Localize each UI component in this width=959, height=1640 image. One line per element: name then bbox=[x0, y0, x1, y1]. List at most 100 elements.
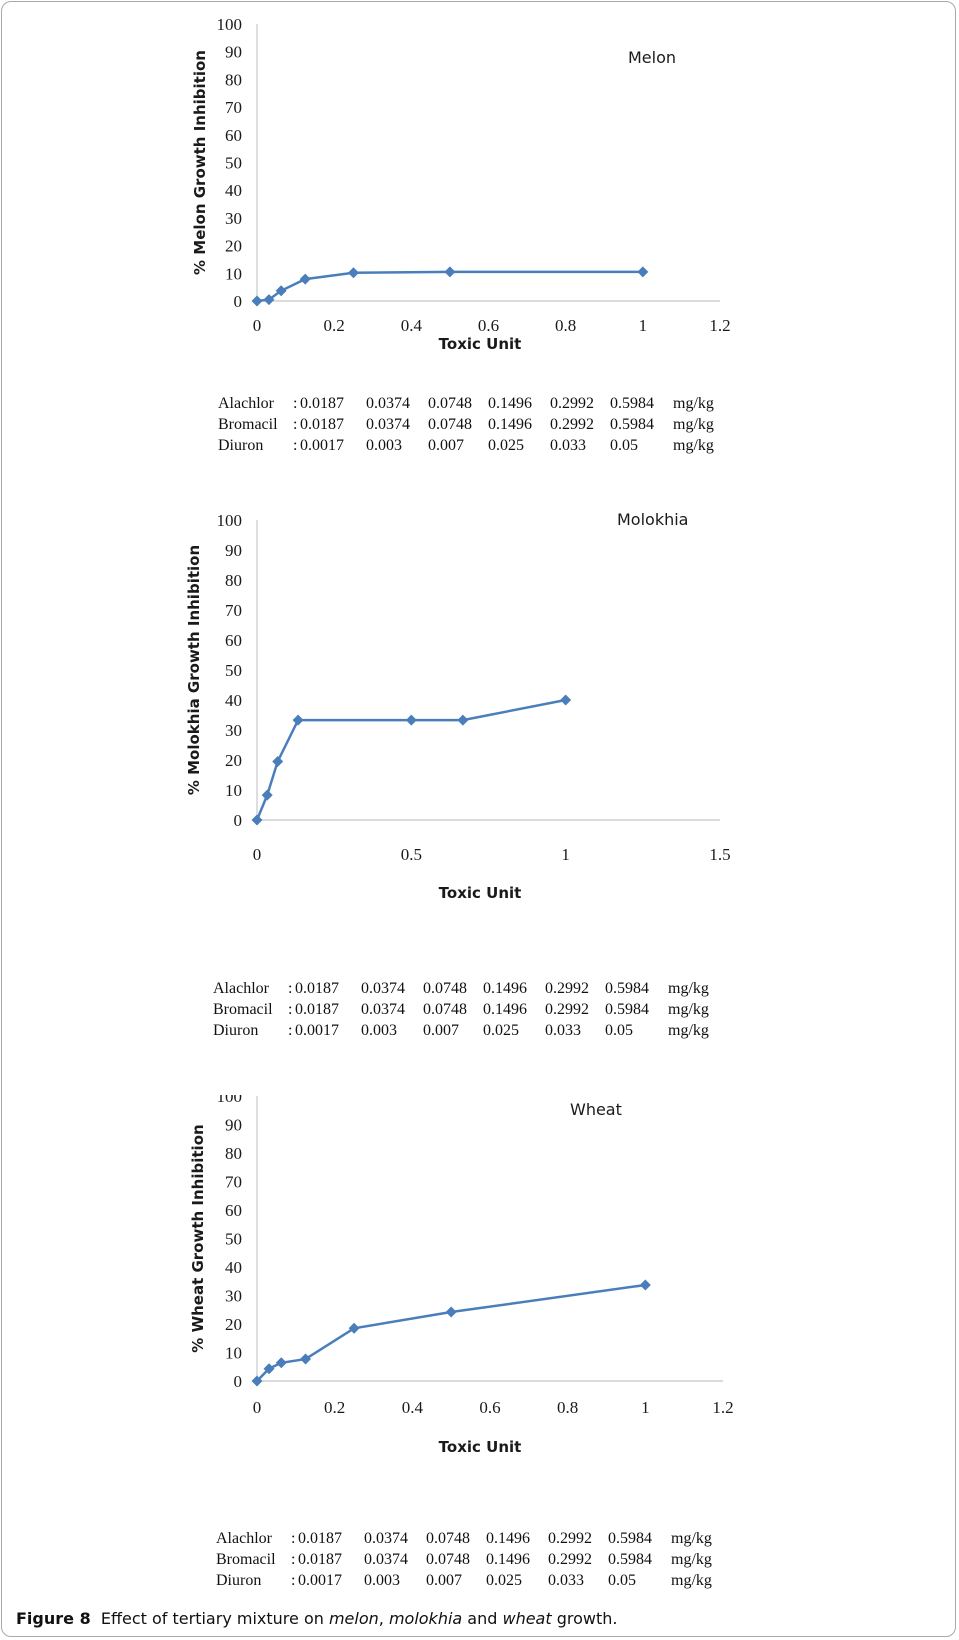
x-tick-label: 1.5 bbox=[709, 845, 730, 864]
dose-value: 0.0374 bbox=[366, 416, 410, 433]
y-tick-label: 100 bbox=[217, 511, 243, 530]
x-tick-label: 0.2 bbox=[324, 1398, 345, 1417]
dose-value: 0.0374 bbox=[366, 395, 410, 412]
wheat-chart: 0 10 20 30 40 50 60 70 80 90 100 0 0.2 0.4 0.6 0.8 1 1.2 T… bbox=[189, 1095, 734, 1456]
data-point bbox=[299, 273, 311, 285]
molokhia-chart: 0 10 20 30 40 50 60 70 80 90 100 0 0.5 1 1.5 Toxic Unit… bbox=[185, 510, 731, 902]
x-tick-label: 1 bbox=[641, 1398, 650, 1417]
y-tick-label: 80 bbox=[225, 1144, 242, 1163]
data-point bbox=[263, 1363, 275, 1375]
dose-value: 0.0187 bbox=[300, 416, 344, 433]
x-tick-label: 0 bbox=[253, 1398, 262, 1417]
dose-value: 0.0748 bbox=[428, 416, 472, 433]
y-axis-label: % Wheat Growth Inhibition bbox=[189, 1124, 207, 1352]
x-tick-label: 0.8 bbox=[555, 316, 576, 335]
caption-wheat: wheat bbox=[502, 1609, 552, 1628]
dose-value: 0.5984 bbox=[605, 1001, 649, 1018]
dose-value: 0.1496 bbox=[483, 980, 527, 997]
unit-label: mg/kg bbox=[673, 437, 714, 454]
caption-molokhia: molokhia bbox=[388, 1609, 463, 1628]
dose-value: 0.007 bbox=[428, 437, 464, 454]
y-tick-label: 10 bbox=[225, 1344, 242, 1363]
data-point bbox=[348, 1322, 360, 1334]
dose-value: 0.003 bbox=[366, 437, 402, 454]
chart-title: Molokhia bbox=[617, 510, 688, 529]
y-tick-label: 80 bbox=[225, 571, 242, 590]
data-point bbox=[263, 294, 275, 306]
y-tick-label: 70 bbox=[225, 98, 242, 117]
dose-value: 0.2992 bbox=[550, 395, 594, 412]
dose-row: Diuron:0.0017 0.003 0.007 0.025 0.033 0.05 mg/… bbox=[213, 1020, 953, 1041]
caption-label: Figure 8 bbox=[16, 1609, 91, 1628]
y-tick-label: 40 bbox=[225, 691, 242, 710]
y-tick-label: 30 bbox=[225, 721, 242, 740]
dose-value: 0.0374 bbox=[361, 980, 405, 997]
dose-value: 0.2992 bbox=[545, 1001, 589, 1018]
x-tick-label: 0 bbox=[253, 845, 262, 864]
separator: : bbox=[293, 395, 298, 412]
dose-value: 0.0017 bbox=[295, 1022, 339, 1039]
dose-value: 0.003 bbox=[361, 1022, 397, 1039]
dose-value: 0.0017 bbox=[300, 437, 344, 454]
dose-value: 0.1496 bbox=[486, 1551, 530, 1568]
y-tick-label: 70 bbox=[225, 601, 242, 620]
x-axis-label: Toxic Unit bbox=[439, 1438, 522, 1456]
separator: : bbox=[291, 1530, 296, 1547]
dose-value: 0.025 bbox=[486, 1572, 522, 1589]
y-tick-label: 80 bbox=[225, 70, 242, 89]
dose-value: 0.0187 bbox=[300, 395, 344, 412]
data-point bbox=[300, 1353, 312, 1365]
unit-label: mg/kg bbox=[673, 416, 714, 433]
dose-value: 0.1496 bbox=[488, 395, 532, 412]
y-tick-label: 70 bbox=[225, 1173, 242, 1192]
melon-chart: 0 10 20 30 40 50 60 70 80 90 100 0 0.2 0.4 0.6 0.8 1 1.2 T… bbox=[191, 15, 731, 353]
compound-name: Alachlor bbox=[218, 395, 274, 412]
dose-row: Alachlor:0.0187 0.0374 0.0748 0.1496 0.2992 0… bbox=[218, 393, 958, 414]
compound-name: Alachlor bbox=[213, 980, 269, 997]
dose-value: 0.0374 bbox=[364, 1530, 408, 1547]
dose-row: Diuron:0.0017 0.003 0.007 0.025 0.033 0.05 mg/… bbox=[216, 1570, 956, 1591]
compound-name: Bromacil bbox=[216, 1551, 276, 1568]
molokhia-dose-table: Alachlor:0.0187 0.0374 0.0748 0.1496 0.2992 0… bbox=[213, 978, 953, 1041]
data-point bbox=[347, 267, 359, 279]
separator: : bbox=[291, 1572, 296, 1589]
dose-value: 0.0374 bbox=[361, 1001, 405, 1018]
y-axis-label: % Molokhia Growth Inhibition bbox=[185, 545, 203, 795]
x-tick-label: 1.2 bbox=[709, 316, 730, 335]
data-point bbox=[275, 1357, 287, 1369]
dose-value: 0.5984 bbox=[605, 980, 649, 997]
dose-value: 0.0748 bbox=[423, 1001, 467, 1018]
data-point bbox=[637, 266, 649, 278]
dose-value: 0.5984 bbox=[608, 1551, 652, 1568]
data-point bbox=[457, 714, 469, 726]
y-tick-label: 0 bbox=[234, 292, 243, 311]
y-tick-label: 40 bbox=[225, 1258, 242, 1277]
unit-label: mg/kg bbox=[668, 1022, 709, 1039]
unit-label: mg/kg bbox=[668, 1001, 709, 1018]
y-tick-label: 0 bbox=[234, 1372, 243, 1391]
x-tick-label: 1.2 bbox=[712, 1398, 733, 1417]
y-tick-label: 50 bbox=[225, 154, 242, 173]
dose-value: 0.0748 bbox=[423, 980, 467, 997]
dose-value: 0.033 bbox=[550, 437, 586, 454]
separator: : bbox=[293, 416, 298, 433]
dose-value: 0.05 bbox=[608, 1572, 636, 1589]
y-tick-label: 20 bbox=[225, 751, 242, 770]
x-tick-label: 0.8 bbox=[557, 1398, 578, 1417]
x-tick-label: 0.2 bbox=[324, 316, 345, 335]
y-tick-label: 90 bbox=[225, 541, 242, 560]
unit-label: mg/kg bbox=[671, 1572, 712, 1589]
data-point bbox=[272, 756, 284, 767]
separator: : bbox=[288, 1022, 293, 1039]
separator: : bbox=[288, 1001, 293, 1018]
dose-value: 0.0187 bbox=[298, 1551, 342, 1568]
y-tick-label: 30 bbox=[225, 209, 242, 228]
data-point bbox=[251, 1375, 263, 1387]
dose-value: 0.0187 bbox=[295, 980, 339, 997]
x-axis-label: Toxic Unit bbox=[439, 884, 522, 902]
dose-value: 0.05 bbox=[610, 437, 638, 454]
dose-value: 0.025 bbox=[483, 1022, 519, 1039]
data-point bbox=[261, 789, 273, 801]
dose-value: 0.05 bbox=[605, 1022, 633, 1039]
